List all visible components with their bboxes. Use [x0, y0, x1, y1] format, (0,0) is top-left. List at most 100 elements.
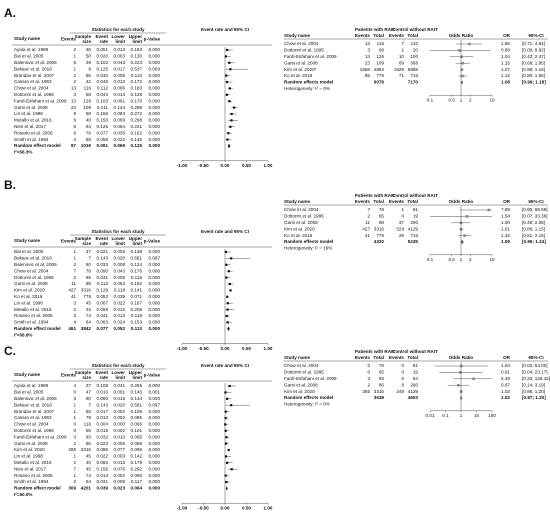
- table-cell: 0.020: [97, 54, 109, 59]
- table-cell: 110: [411, 41, 419, 46]
- table-cell: 0.000: [149, 86, 161, 91]
- table-cell: 126: [376, 54, 384, 59]
- table-cell: 0.000: [149, 294, 161, 299]
- x-tick-label: 0.00: [221, 163, 230, 168]
- x-tick-label: 1: [460, 257, 463, 262]
- study-name: Nies et al. 2017: [14, 466, 46, 471]
- table-cell: 0.000: [149, 409, 161, 414]
- confidence-interval: [0.49; 2.06]: [522, 220, 545, 225]
- table-cell: 0.000: [149, 473, 161, 478]
- table-cell: 0.035: [114, 130, 126, 135]
- table-cell: 13: [71, 86, 77, 91]
- table-cell: 7: [401, 41, 404, 46]
- column-header: Lower: [111, 34, 125, 39]
- table-cell: 0: [367, 363, 370, 368]
- study-name: Bal et al. 2005: [14, 390, 44, 395]
- table-cell: 1: [73, 415, 76, 420]
- x-tick-label: 2: [469, 97, 472, 102]
- table-cell: 0.124: [131, 262, 143, 267]
- confidence-interval: [0.02; 53.00]: [522, 363, 548, 368]
- x-tick-label: -0.50: [198, 505, 209, 510]
- study-name: Fardi-Esfahani et al. 2009: [14, 98, 67, 103]
- table-cell: 2: [73, 307, 76, 312]
- table-cell: 41: [365, 233, 371, 238]
- table-cell: 58: [86, 111, 92, 116]
- table-cell: 0.153: [131, 320, 143, 325]
- confidence-interval: [0.96; 1.24]: [522, 239, 546, 244]
- confidence-interval: [0.71; 4.84]: [522, 41, 545, 46]
- column-header: p-Value: [144, 37, 161, 42]
- table-cell: 0.002: [114, 473, 126, 478]
- x-tick-label: -1.00: [177, 505, 188, 510]
- table-cell: 109: [376, 60, 384, 65]
- point-estimate: [230, 112, 233, 116]
- table-cell: 0.000: [149, 320, 161, 325]
- table-cell: 0: [401, 214, 404, 219]
- column-header: Total: [373, 355, 384, 360]
- left-header-study: Study name: [14, 372, 40, 377]
- study-name: Chow et al. 2004: [284, 363, 319, 368]
- panel-label: A.: [4, 6, 16, 20]
- table-cell: 116: [84, 422, 92, 427]
- table-cell: 775: [376, 73, 384, 78]
- table-cell: 13: [365, 54, 371, 59]
- table-cell: 0.129: [97, 288, 109, 293]
- table-cell: 0.000: [149, 268, 161, 273]
- table-cell: 0.000: [149, 447, 161, 452]
- point-estimate: [468, 42, 471, 46]
- table-cell: 23: [365, 60, 371, 65]
- table-cell: 45: [86, 466, 92, 471]
- study-name: Casara et al. 1993: [14, 415, 52, 420]
- left-header-stats: Statistics for each study: [91, 363, 145, 368]
- study-name: Random effects model: [284, 239, 333, 244]
- table-cell: 0.000: [149, 249, 161, 254]
- table-cell: 2: [73, 73, 76, 78]
- table-cell: 2: [73, 441, 76, 446]
- study-name: Garsi et al. 2008: [284, 60, 318, 65]
- table-cell: 81: [413, 207, 419, 212]
- study-name: Beksac et al. 2018: [14, 402, 52, 407]
- table-cell: 0.000: [149, 118, 161, 123]
- table-cell: 0.000: [149, 460, 161, 465]
- odds-ratio: 7.89: [501, 207, 510, 212]
- table-cell: 98: [379, 220, 385, 225]
- table-cell: 40: [86, 460, 92, 465]
- column-header: Events: [61, 239, 77, 244]
- table-cell: 0.069: [149, 66, 161, 71]
- table-cell: 2: [367, 214, 370, 219]
- table-cell: 1829: [394, 67, 405, 72]
- table-cell: 3316: [81, 288, 92, 293]
- table-cell: 0.003: [114, 249, 126, 254]
- x-tick-label: 0.50: [242, 163, 251, 168]
- point-estimate: [228, 100, 231, 103]
- table-cell: 0.008: [114, 73, 126, 78]
- table-cell: 41: [71, 294, 77, 299]
- study-name: Garsi et al. 2008: [284, 382, 318, 387]
- table-cell: 0.013: [114, 313, 126, 318]
- table-cell: 0.000: [149, 262, 161, 267]
- table-cell: 0.053: [97, 294, 109, 299]
- table-cell: 1: [73, 454, 76, 459]
- table-cell: 78: [86, 130, 92, 135]
- column-header: OR: [503, 33, 511, 38]
- study-name: Lin et al. 1998: [14, 454, 43, 459]
- point-estimate: [224, 416, 227, 420]
- table-cell: 85: [365, 73, 371, 78]
- table-cell: 10: [399, 54, 405, 59]
- x-tick-label: 1.00: [264, 505, 273, 510]
- confidence-interval: [0.88; 1.15]: [522, 226, 545, 231]
- table-cell: 0.130: [131, 54, 143, 59]
- table-cell: 20: [413, 48, 419, 53]
- table-cell: 0.118: [131, 313, 143, 318]
- table-cell: 0.537: [131, 66, 143, 71]
- table-cell: 0.000: [149, 60, 161, 65]
- table-cell: 1: [401, 48, 404, 53]
- table-cell: 309: [68, 486, 76, 491]
- table-cell: 74: [86, 473, 92, 478]
- column-header: Events: [355, 199, 371, 204]
- table-cell: 0.096: [131, 447, 143, 452]
- table-cell: 0.144: [131, 396, 143, 401]
- table-cell: 285: [68, 447, 76, 452]
- table-cell: 0.172: [131, 79, 143, 84]
- table-cell: 0.146: [131, 390, 143, 395]
